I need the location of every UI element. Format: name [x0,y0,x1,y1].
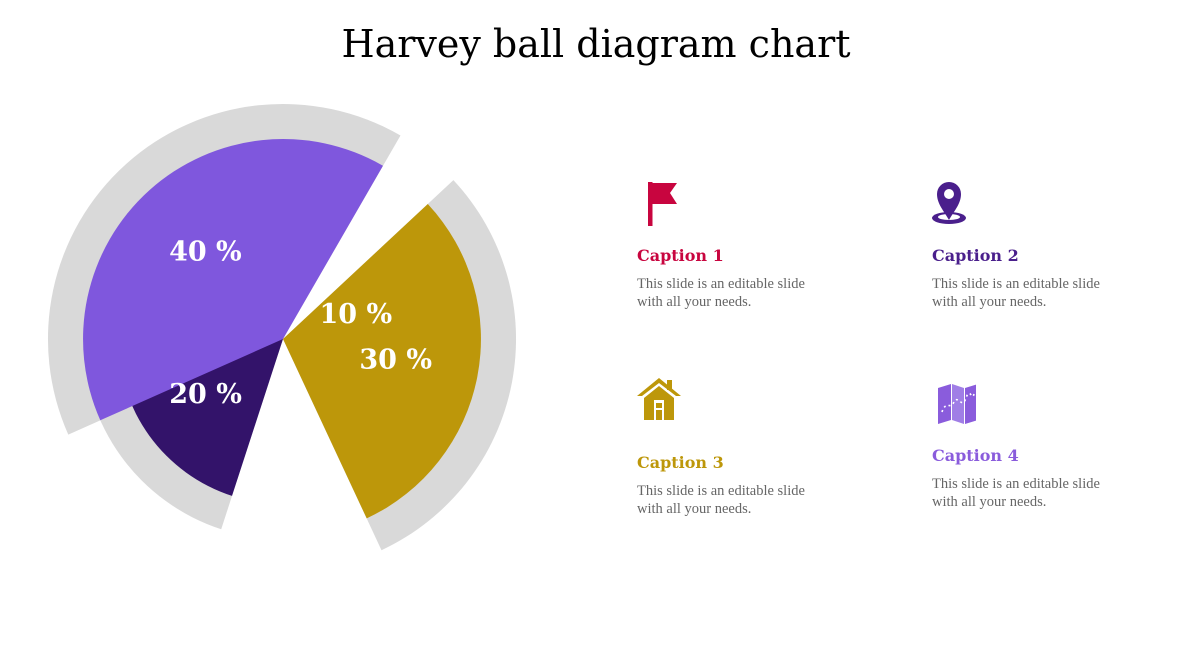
harvey-ball-chart: 10 % 20 % 30 % 40 % [47,104,517,551]
caption-card-1: Caption 1 This slide is an editable slid… [637,180,867,311]
caption-title: Caption 3 [637,453,724,472]
slice-label-4: 40 % [169,236,242,267]
house-icon [637,378,681,420]
caption-text: This slide is an editable slide with all… [637,276,805,310]
slice-label-1: 10 % [319,299,392,330]
slice-label-3: 30 % [359,344,432,375]
caption-card-2: Caption 2 This slide is an editable slid… [932,180,1162,311]
pie-slice-4 [83,139,384,421]
flag-icon [648,182,677,226]
caption-text: This slide is an editable slide with all… [932,276,1100,310]
pie-slice-3 [283,204,481,519]
caption-text: This slide is an editable slide with all… [637,483,805,517]
caption-card-4: Caption 4 This slide is an editable slid… [932,380,1162,511]
location-pin-icon [932,182,966,224]
map-icon [938,384,976,424]
caption-title: Caption 2 [932,246,1019,265]
caption-card-3: Caption 3 This slide is an editable slid… [637,376,867,518]
caption-title: Caption 1 [637,246,724,265]
page-title: Harvey ball diagram chart [341,22,851,66]
caption-text: This slide is an editable slide with all… [932,476,1100,510]
caption-title: Caption 4 [932,446,1019,465]
slice-label-2: 20 % [169,379,242,410]
